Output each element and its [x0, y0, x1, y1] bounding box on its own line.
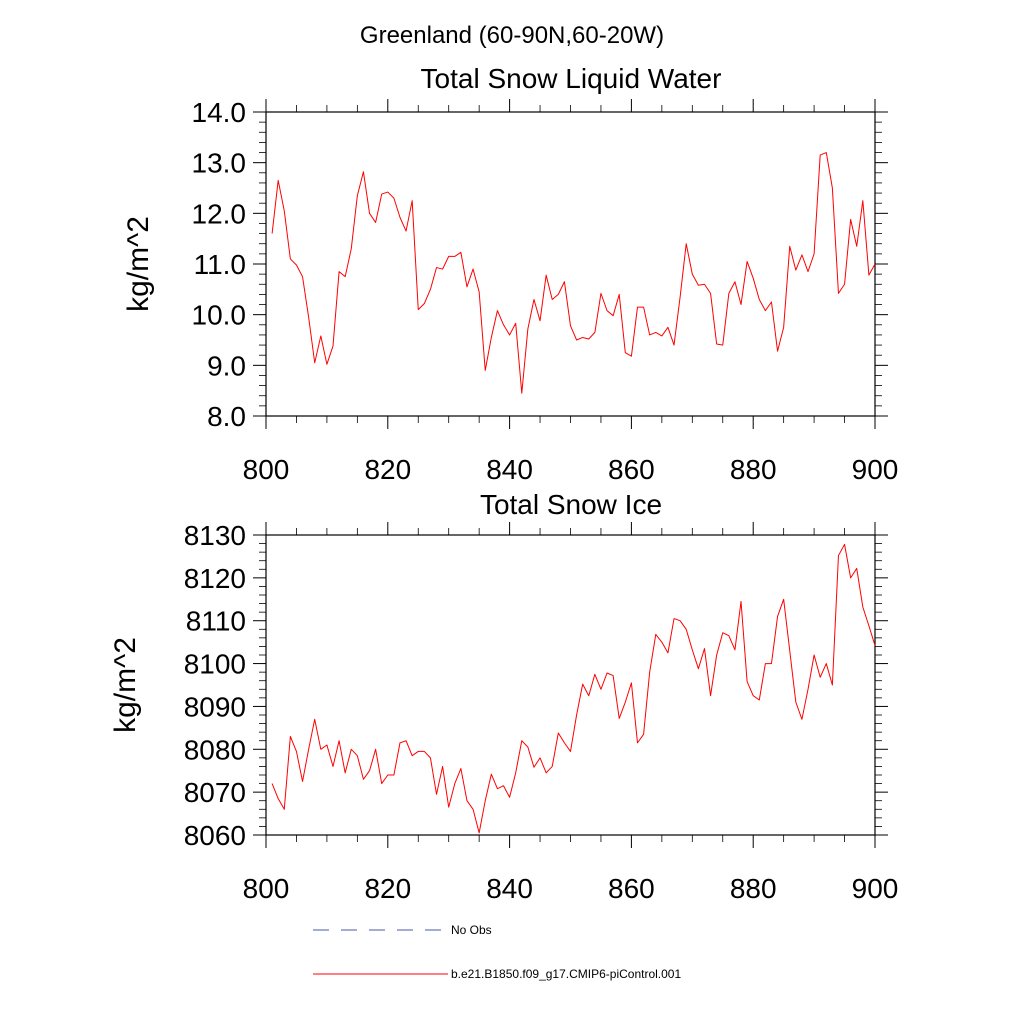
x-tick-label: 820 — [364, 873, 411, 904]
x-tick-label: 860 — [608, 454, 655, 485]
y-tick-label: 8090 — [184, 691, 246, 722]
x-tick-label: 800 — [243, 454, 290, 485]
x-tick-label: 840 — [486, 454, 533, 485]
y-tick-label: 8070 — [184, 777, 246, 808]
y-tick-label: 9.0 — [207, 350, 246, 381]
legend: No Obs b.e21.B1850.f09_g17.CMIP6-piContr… — [313, 923, 681, 981]
y-tick-label: 8100 — [184, 649, 246, 680]
y-tick-label: 8080 — [184, 734, 246, 765]
y-tick-label: 14.0 — [192, 97, 247, 128]
chart-total-snow-liquid-water: Total Snow Liquid Water kg/m^2 8.0 9.0 10.… — [122, 63, 898, 485]
y-axis-label: kg/m^2 — [109, 637, 142, 733]
x-tick-label: 900 — [852, 454, 899, 485]
plot-frame — [265, 534, 876, 836]
y-tick-label: 8.0 — [207, 401, 246, 432]
series-line — [271, 543, 876, 834]
legend-label-model: b.e21.B1850.f09_g17.CMIP6-piControl.001 — [451, 967, 681, 981]
y-tick-label: 12.0 — [192, 198, 247, 229]
x-tick-label: 880 — [730, 454, 777, 485]
y-tick-label: 13.0 — [192, 148, 247, 179]
y-axis-label: kg/m^2 — [122, 216, 155, 312]
figure-title: Greenland (60-90N,60-20W) — [360, 22, 664, 49]
chart-total-snow-ice: Total Snow Ice kg/m^2 8060 8070 8080 8090 81… — [109, 489, 898, 904]
chart-title: Total Snow Liquid Water — [421, 63, 722, 94]
series-line — [271, 152, 876, 394]
x-tick-label: 800 — [243, 873, 290, 904]
y-tick-label: 8060 — [184, 820, 246, 851]
y-tick-label: 8130 — [184, 520, 246, 551]
y-tick-label: 11.0 — [194, 249, 246, 280]
x-tick-label: 820 — [364, 454, 411, 485]
chart-title: Total Snow Ice — [480, 489, 662, 520]
y-tick-label: 8120 — [184, 563, 246, 594]
plot-frame — [265, 111, 876, 417]
x-tick-label: 840 — [486, 873, 533, 904]
x-tick-label: 860 — [608, 873, 655, 904]
legend-label-no-obs: No Obs — [451, 923, 492, 937]
y-tick-label: 8110 — [186, 606, 246, 637]
x-tick-label: 900 — [852, 873, 899, 904]
y-tick-label: 10.0 — [192, 300, 247, 331]
x-tick-label: 880 — [730, 873, 777, 904]
